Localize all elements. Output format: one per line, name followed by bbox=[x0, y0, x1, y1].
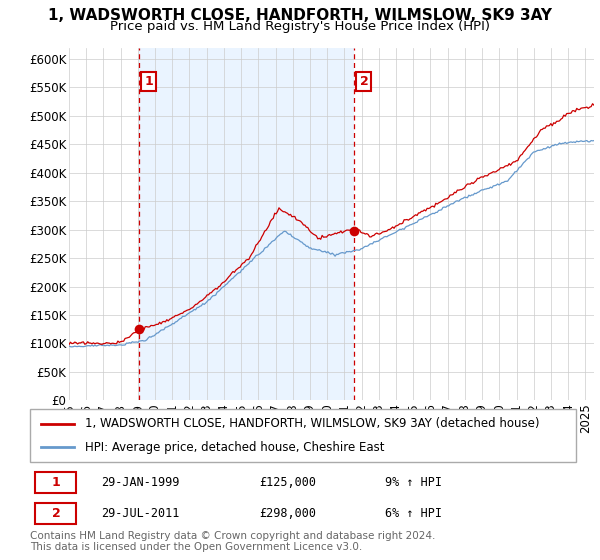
Bar bbox=[139, 48, 355, 400]
Text: HPI: Average price, detached house, Cheshire East: HPI: Average price, detached house, Ches… bbox=[85, 441, 384, 454]
FancyBboxPatch shape bbox=[30, 409, 576, 462]
Text: 9% ↑ HPI: 9% ↑ HPI bbox=[385, 476, 442, 489]
Text: 2: 2 bbox=[52, 507, 61, 520]
Text: 2: 2 bbox=[359, 75, 368, 88]
Text: 1, WADSWORTH CLOSE, HANDFORTH, WILMSLOW, SK9 3AY: 1, WADSWORTH CLOSE, HANDFORTH, WILMSLOW,… bbox=[48, 8, 552, 24]
Text: 1: 1 bbox=[52, 476, 61, 489]
Text: 1: 1 bbox=[145, 75, 153, 88]
FancyBboxPatch shape bbox=[35, 503, 76, 524]
Text: 29-JAN-1999: 29-JAN-1999 bbox=[101, 476, 179, 489]
Text: £298,000: £298,000 bbox=[259, 507, 316, 520]
Text: 1, WADSWORTH CLOSE, HANDFORTH, WILMSLOW, SK9 3AY (detached house): 1, WADSWORTH CLOSE, HANDFORTH, WILMSLOW,… bbox=[85, 417, 539, 430]
Text: 29-JUL-2011: 29-JUL-2011 bbox=[101, 507, 179, 520]
Text: 6% ↑ HPI: 6% ↑ HPI bbox=[385, 507, 442, 520]
FancyBboxPatch shape bbox=[35, 472, 76, 493]
Text: Contains HM Land Registry data © Crown copyright and database right 2024.
This d: Contains HM Land Registry data © Crown c… bbox=[30, 531, 436, 553]
Text: £125,000: £125,000 bbox=[259, 476, 316, 489]
Text: Price paid vs. HM Land Registry's House Price Index (HPI): Price paid vs. HM Land Registry's House … bbox=[110, 20, 490, 32]
